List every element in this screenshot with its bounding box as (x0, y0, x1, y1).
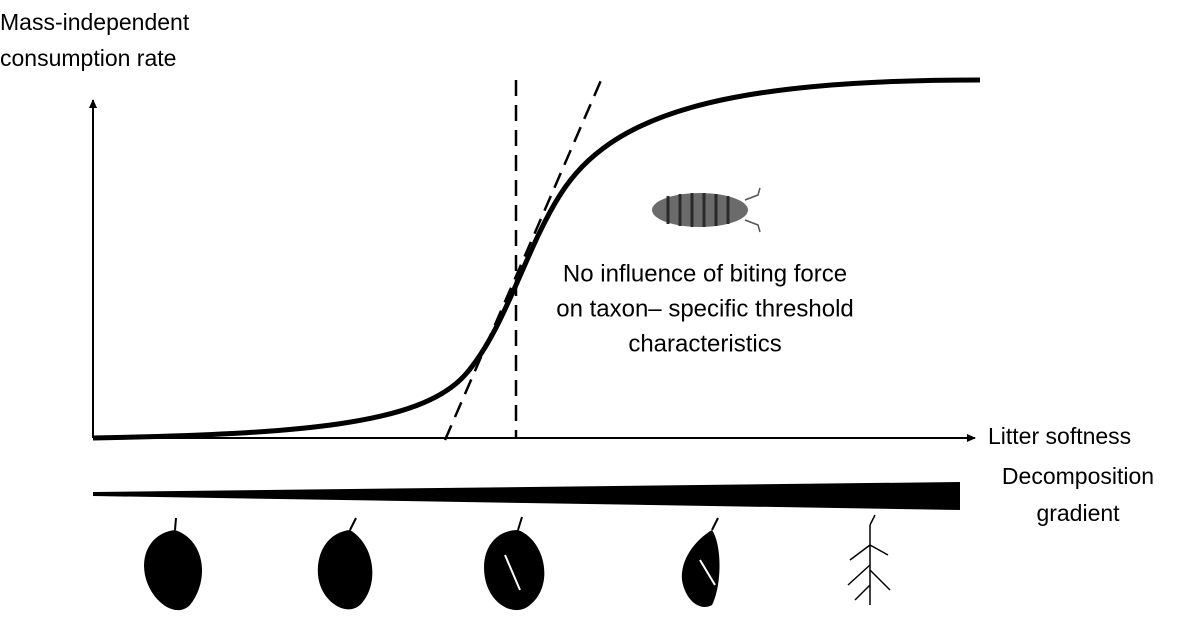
y-axis-label: Mass-independent (0, 9, 190, 35)
x-axis-label: Litter softness (988, 423, 1131, 449)
y-axis-label: consumption rate (0, 45, 176, 71)
gradient-label: gradient (1036, 500, 1120, 526)
annotation: on taxon– specific threshold (556, 295, 854, 322)
annotation: No influence of biting force (563, 260, 847, 287)
gradient-wedge (93, 482, 960, 510)
tangent-line (445, 78, 602, 440)
gradient-label: Decomposition (1002, 463, 1154, 489)
sigmoid-curve (93, 80, 980, 438)
annotation: characteristics (628, 330, 781, 357)
leaf-icons (144, 515, 890, 610)
diagram: Mass-independent consumption rate Litter… (0, 0, 1180, 618)
isopod-icon (652, 188, 760, 232)
